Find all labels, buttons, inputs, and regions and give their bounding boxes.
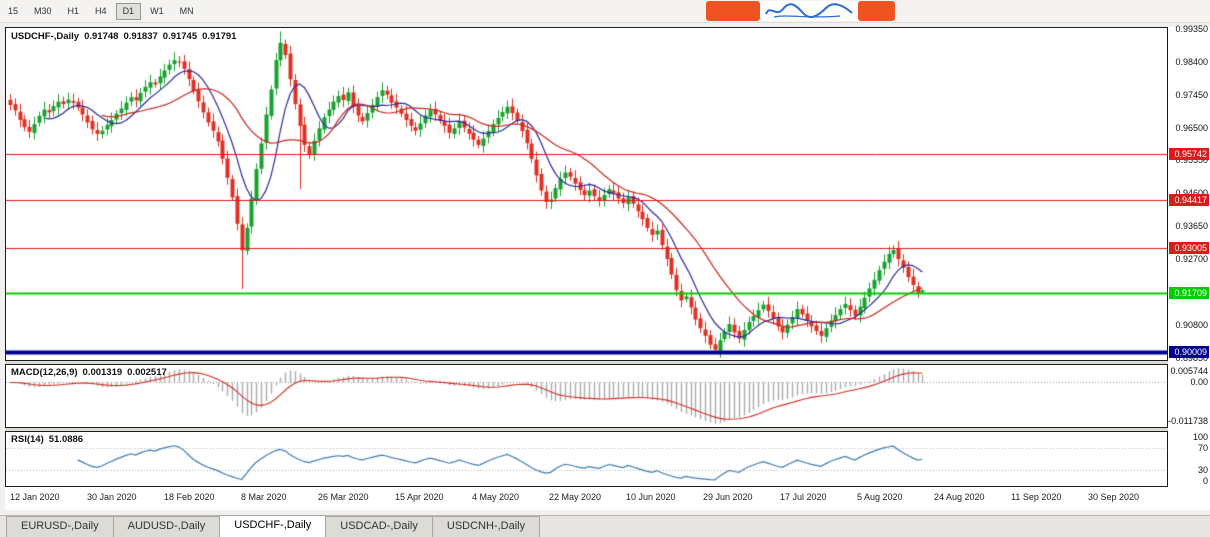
- timeframe-button-m30[interactable]: M30: [34, 5, 52, 16]
- price-axis: 0.005744 0.00 -0.011738 100 70 30 0 0.99…: [1168, 24, 1210, 510]
- time-axis: 12 Jan 2020 30 Jan 2020 18 Feb 2020 8 Mar 2…: [5, 487, 1168, 510]
- time-axis-label: 30 Jan 2020: [87, 492, 137, 502]
- price-line-badge: 0.94417: [1169, 194, 1209, 206]
- time-axis-label: 29 Jun 2020: [703, 492, 753, 502]
- time-axis-label: 15 Apr 2020: [395, 492, 444, 502]
- chart-window: USDCHF-,Daily 0.91748 0.91837 0.91745 0.9179…: [5, 24, 1210, 510]
- time-axis-label: 8 Mar 2020: [241, 492, 287, 502]
- price-axis-label: 0.99350: [1175, 24, 1208, 34]
- price-axis-label: 0.96500: [1175, 123, 1208, 133]
- time-axis-label: 4 May 2020: [472, 492, 520, 502]
- macd-main-value: 0.001319: [82, 367, 123, 378]
- macd-axis-bottom-label: -0.011738: [1168, 416, 1208, 426]
- rsi-label: RSI(14) 51.0886: [11, 434, 88, 445]
- price-line-badge: 0.91709: [1169, 287, 1209, 299]
- close-value: 0.91791: [202, 31, 237, 42]
- timeframe-button-h1[interactable]: H1: [67, 5, 80, 16]
- price-axis-label: 0.97450: [1175, 90, 1208, 100]
- chart-tab-bar: EURUSD-,Daily AUDUSD-,Daily USDCHF-,Daily U…: [0, 515, 1210, 537]
- macd-axis-zero-label: 0.00: [1190, 377, 1208, 387]
- time-axis-label: 26 Mar 2020: [318, 492, 369, 502]
- price-axis-label: 0.94600: [1175, 188, 1208, 198]
- price-axis-label: 0.89850: [1175, 353, 1208, 363]
- time-axis-label: 22 May 2020: [549, 492, 602, 502]
- timeframe-button-h4[interactable]: H4: [95, 5, 107, 16]
- macd-canvas[interactable]: [6, 365, 1167, 427]
- panel-separator[interactable]: [5, 361, 1168, 364]
- timeframe-button-w1[interactable]: W1: [150, 5, 164, 16]
- time-axis-label: 17 Jul 2020: [780, 492, 827, 502]
- timeframe-button-15[interactable]: 15: [8, 5, 19, 16]
- rsi-axis-100-label: 100: [1192, 432, 1208, 442]
- watermark-right-block: [858, 1, 895, 21]
- symbol-period-label: USDCHF-,Daily: [11, 31, 80, 42]
- watermark-script-area: [760, 1, 858, 21]
- price-axis-label: 0.90800: [1175, 320, 1208, 330]
- chart-tab-usdchf[interactable]: USDCHF-,Daily: [219, 515, 327, 537]
- promo-watermark: [706, 1, 895, 21]
- open-value: 0.91748: [84, 31, 119, 42]
- price-line-badge: 0.93005: [1169, 242, 1209, 254]
- low-value: 0.91745: [162, 31, 198, 42]
- time-axis-label: 30 Sep 2020: [1088, 492, 1140, 502]
- macd-panel[interactable]: MACD(12,26,9) 0.001319 0.002517: [5, 364, 1168, 428]
- high-value: 0.91837: [123, 31, 158, 42]
- time-axis-label: 24 Aug 2020: [934, 492, 985, 502]
- rsi-canvas[interactable]: [6, 432, 1167, 486]
- macd-signal-value: 0.002517: [127, 367, 167, 378]
- rsi-name: RSI(14): [11, 434, 44, 445]
- price-line-badge: 0.90009: [1169, 346, 1209, 358]
- watermark-left-block: [706, 1, 760, 21]
- macd-label: MACD(12,26,9) 0.001319 0.002517: [11, 367, 172, 378]
- timeframe-toolbar: 15 M30 H1 H4 D1 W1 MN: [0, 0, 1210, 23]
- time-axis-label: 11 Sep 2020: [1011, 492, 1062, 502]
- price-axis-label: 0.93650: [1175, 221, 1208, 231]
- time-axis-label: 12 Jan 2020: [10, 492, 60, 502]
- chart-tab-eurusd[interactable]: EURUSD-,Daily: [6, 516, 114, 537]
- rsi-axis-30-label: 30: [1197, 465, 1208, 475]
- chart-info-bar: USDCHF-,Daily 0.91748 0.91837 0.91745 0.9179…: [11, 31, 241, 42]
- price-axis-label: 0.98400: [1175, 57, 1208, 67]
- macd-name: MACD(12,26,9): [11, 367, 78, 378]
- watermark-script-text: [765, 3, 853, 19]
- macd-axis-top-label: 0.005744: [1170, 366, 1208, 376]
- chart-tab-audusd[interactable]: AUDUSD-,Daily: [112, 516, 221, 537]
- timeframe-button-group: 15 M30 H1 H4 D1 W1 MN: [0, 0, 202, 22]
- timeframe-button-d1[interactable]: D1: [115, 2, 142, 20]
- price-axis-label: 0.92700: [1175, 254, 1208, 264]
- rsi-axis-70-label: 70: [1197, 443, 1208, 453]
- panel-separator[interactable]: [5, 428, 1168, 431]
- rsi-panel[interactable]: RSI(14) 51.0886: [5, 431, 1168, 487]
- time-axis-label: 10 Jun 2020: [626, 492, 676, 502]
- rsi-value: 51.0886: [48, 434, 84, 445]
- time-axis-label: 5 Aug 2020: [857, 492, 903, 502]
- timeframe-button-mn[interactable]: MN: [179, 5, 194, 16]
- time-axis-label: 18 Feb 2020: [164, 492, 215, 502]
- chart-tab-usdcnh[interactable]: USDCNH-,Daily: [431, 516, 541, 537]
- price-line-badge: 0.95742: [1169, 148, 1209, 160]
- price-chart-canvas[interactable]: [6, 28, 1167, 360]
- price-chart-panel[interactable]: USDCHF-,Daily 0.91748 0.91837 0.91745 0.9179…: [5, 27, 1168, 361]
- chart-tab-usdcad[interactable]: USDCAD-,Daily: [325, 516, 433, 537]
- price-axis-label: 0.95550: [1175, 155, 1208, 165]
- rsi-axis-0-label: 0: [1202, 476, 1208, 486]
